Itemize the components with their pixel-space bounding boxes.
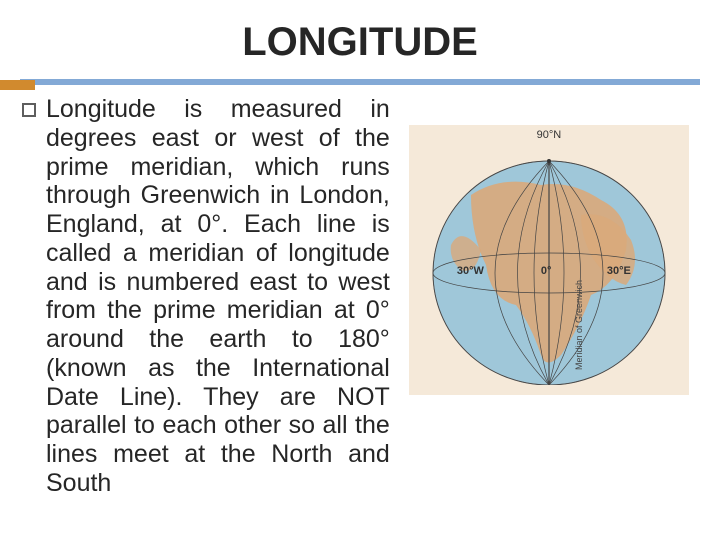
accent-bar: [0, 80, 35, 90]
globe-label-30w: 30°W: [457, 265, 484, 277]
text-column: Longitude is measured in degrees east or…: [22, 95, 400, 498]
body-text: Longitude is measured in degrees east or…: [46, 95, 390, 498]
slide: LONGITUDE Longitude is measured in degre…: [0, 0, 720, 540]
bullet-item: Longitude is measured in degrees east or…: [22, 95, 390, 498]
content-row: Longitude is measured in degrees east or…: [0, 95, 720, 498]
globe-figure: 90°N 30°W 0° 30°E Meridian of Greenwich: [409, 125, 689, 395]
slide-title: LONGITUDE: [0, 20, 720, 65]
divider-bar: [20, 79, 700, 85]
globe-label-meridian: Meridian of Greenwich: [574, 280, 584, 370]
globe-label-30e: 30°E: [607, 265, 631, 277]
square-bullet-icon: [22, 103, 36, 117]
image-column: 90°N 30°W 0° 30°E Meridian of Greenwich: [400, 95, 698, 498]
globe-label-0: 0°: [541, 265, 552, 277]
globe-label-90n: 90°N: [537, 129, 562, 141]
